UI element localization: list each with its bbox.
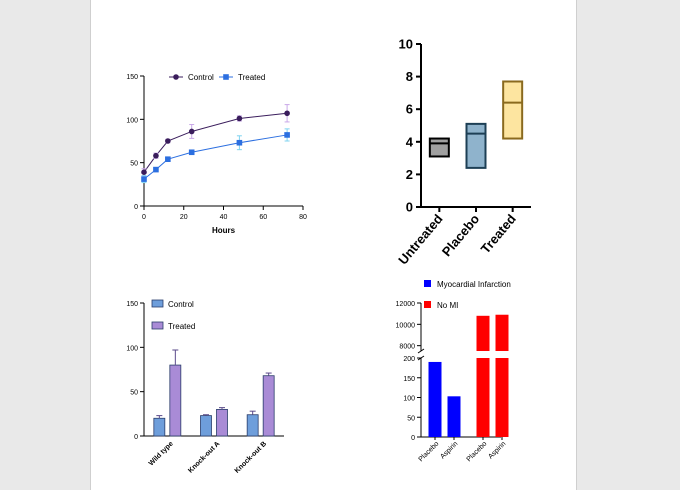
- x-tick-label: 80: [299, 214, 307, 221]
- data-point-control: [284, 110, 290, 117]
- bar-placebo-upper: [476, 315, 490, 351]
- y-tick-label: 0: [134, 204, 138, 211]
- x-tick-label: Placebo: [466, 440, 489, 463]
- y-tick-label: 2: [406, 167, 413, 182]
- bar-treated: [262, 375, 275, 437]
- legend-label-treated: Treated: [168, 322, 195, 331]
- y-tick-label: 50: [407, 415, 415, 422]
- bar-placebo: [428, 361, 442, 437]
- bar-control: [246, 414, 259, 437]
- box-untreated: [428, 137, 450, 158]
- bar-treated: [216, 409, 228, 437]
- y-tick-label: 0: [406, 200, 413, 215]
- bar-chart-broken-axis: 80001000012000050100150200PlaceboAspirin…: [396, 280, 511, 463]
- legend-label-control: Control: [168, 300, 194, 309]
- bar-chart-genotype: 0 50 100 150 Wild type Knock-out A Knock-out B…: [126, 299, 284, 475]
- data-point-treated: [141, 176, 147, 182]
- y-tick-label: 100: [126, 117, 138, 124]
- legend-marker: [173, 74, 179, 80]
- x-tick-label: Aspirin: [487, 440, 507, 460]
- data-point-treated: [153, 166, 159, 173]
- bar-aspirin: [447, 396, 461, 437]
- bar-control: [200, 415, 212, 437]
- legend-label-control: Control: [188, 73, 214, 82]
- bar-placebo-lower: [476, 358, 490, 437]
- data-point-control: [153, 152, 159, 159]
- y-tick-label: 100: [403, 396, 415, 403]
- legend-marker: [223, 74, 229, 80]
- x-tick-label: Wild type: [148, 440, 175, 467]
- legend-swatch: [424, 301, 431, 308]
- x-tick-label-untreated: Untreated: [395, 211, 446, 267]
- data-point-treated: [165, 156, 171, 162]
- x-tick-label: Knock-out B: [234, 440, 268, 474]
- data-point-treated: [236, 139, 243, 146]
- bar-treated: [169, 364, 182, 437]
- y-tick-label: 0: [411, 435, 415, 442]
- x-tick-label: Placebo: [418, 440, 441, 463]
- x-tick-label: 60: [259, 214, 267, 221]
- data-point-control: [165, 138, 171, 144]
- x-tick-label-placebo: Placebo: [439, 211, 483, 259]
- y-tick-label: 150: [403, 376, 415, 383]
- bar-aspirin-lower: [495, 358, 509, 437]
- y-tick-label: 50: [130, 390, 138, 397]
- axis-break-mark: [417, 348, 425, 354]
- data-point-control: [188, 128, 195, 135]
- y-tick-label: 150: [126, 74, 138, 81]
- x-tick-label: Knock-out A: [187, 440, 221, 474]
- y-tick-label: 4: [406, 134, 414, 149]
- legend-swatch: [424, 280, 431, 287]
- y-tick-label: 10: [399, 37, 413, 52]
- line-chart-growth: 0 50 100 150 0 20 40 60 80 Hours Control Treated: [126, 73, 307, 235]
- y-tick-label: 10000: [396, 322, 416, 329]
- x-tick-label: Aspirin: [439, 440, 459, 460]
- y-tick-label: 200: [403, 356, 415, 363]
- x-tick-label: 40: [220, 214, 228, 221]
- box-placebo: [465, 122, 487, 169]
- legend-label: Myocardial Infarction: [437, 280, 511, 289]
- x-tick-label-treated: Treated: [478, 211, 519, 256]
- data-point-treated: [284, 132, 290, 138]
- y-tick-label: 0: [134, 434, 138, 441]
- y-tick-label: 150: [126, 301, 138, 308]
- legend-swatch: [151, 299, 164, 308]
- box-treated: [502, 80, 524, 140]
- y-tick-label: 6: [406, 102, 413, 117]
- x-tick-label: 20: [180, 214, 188, 221]
- legend-label: No MI: [437, 301, 458, 310]
- y-tick-label: 50: [130, 161, 138, 168]
- legend-label-treated: Treated: [238, 73, 265, 82]
- y-tick-label: 100: [126, 345, 138, 352]
- bar-control: [153, 417, 166, 437]
- x-axis-title: Hours: [212, 226, 236, 235]
- x-tick-label: 0: [142, 214, 146, 221]
- legend-swatch: [151, 321, 164, 330]
- y-tick-label: 12000: [396, 301, 416, 308]
- data-point-control: [236, 115, 243, 122]
- bar-aspirin-upper: [495, 314, 509, 351]
- y-tick-label: 8: [406, 69, 413, 84]
- data-point-control: [141, 169, 147, 175]
- data-point-treated: [188, 149, 195, 156]
- y-tick-label: 8000: [399, 344, 415, 351]
